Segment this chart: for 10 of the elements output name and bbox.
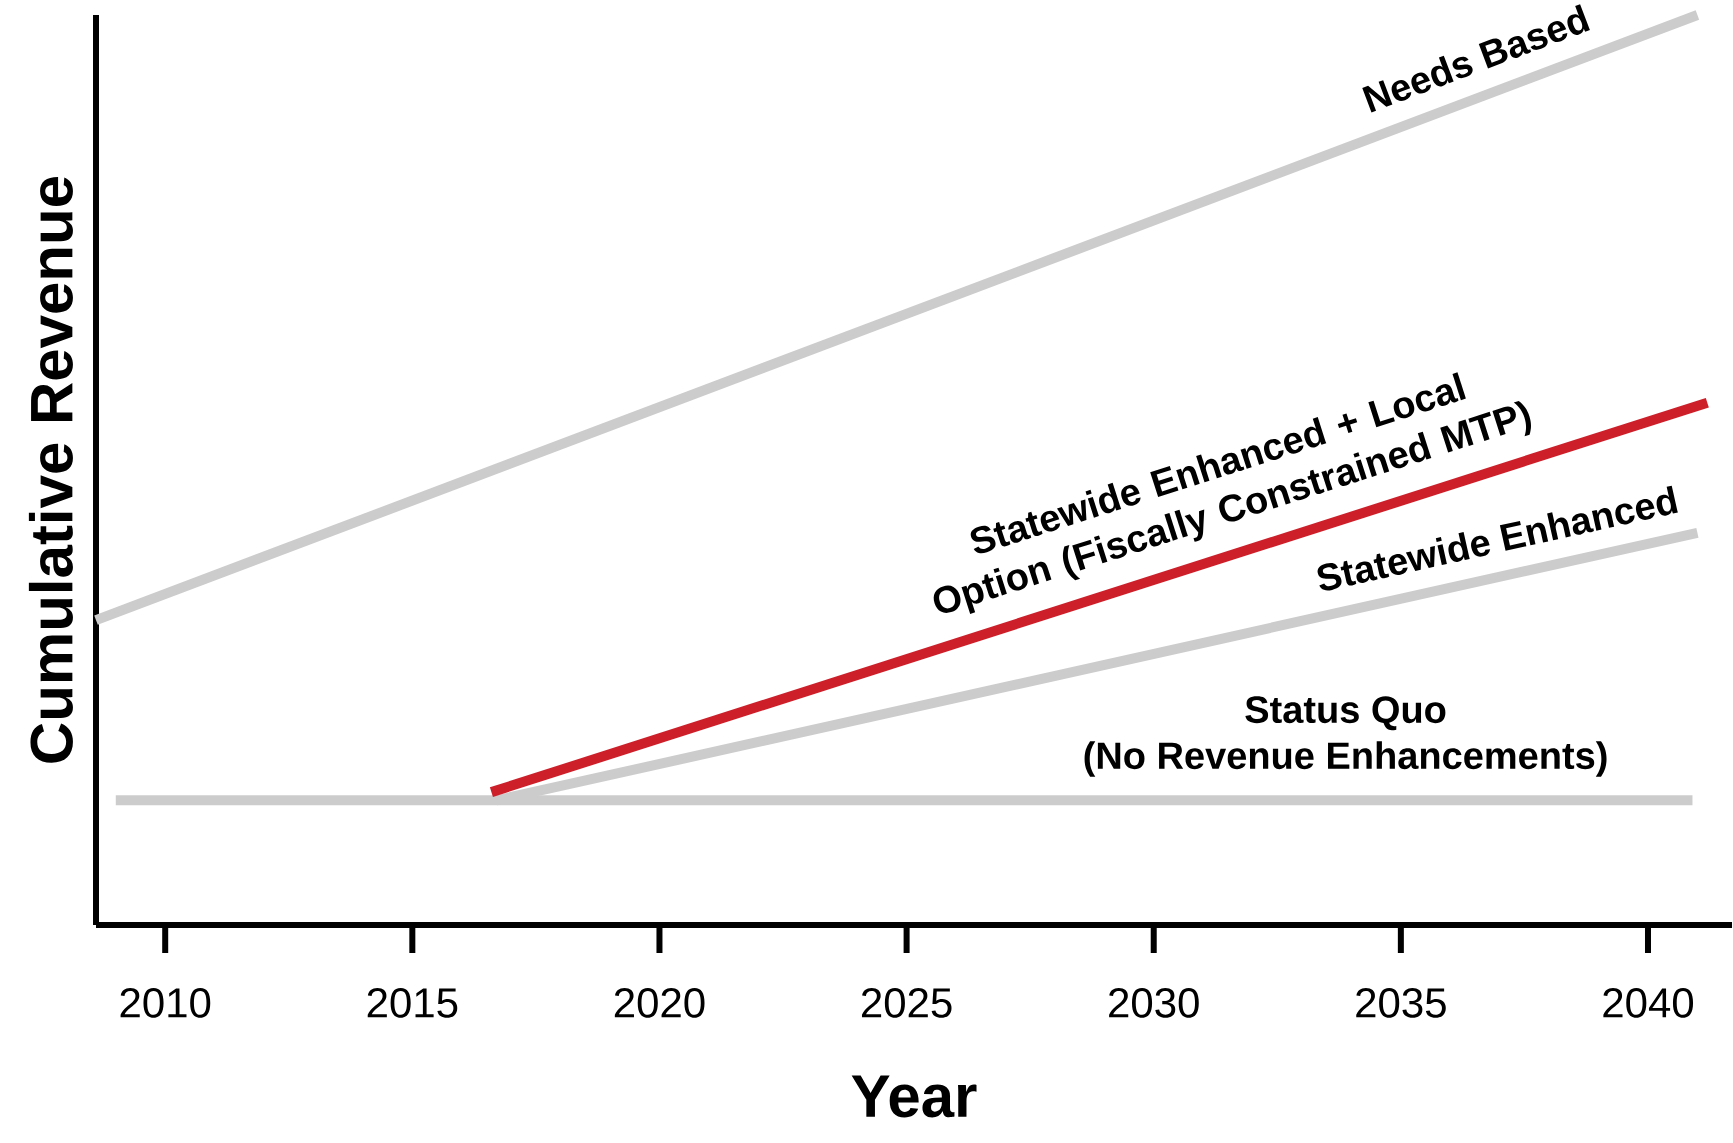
x-tick-label: 2020 bbox=[614, 988, 705, 1018]
x-tick-label: 2035 bbox=[1356, 988, 1446, 1018]
x-tick-label: 2030 bbox=[1109, 988, 1199, 1018]
x-tick-label: 2025 bbox=[861, 988, 952, 1018]
x-tick-label: 2015 bbox=[367, 988, 458, 1018]
series-label: Status Quo (No Revenue Enhancements) bbox=[1084, 696, 1607, 777]
y-axis-title: Cumulative Revenue bbox=[28, 177, 73, 763]
x-tick-label: 2010 bbox=[120, 988, 211, 1018]
x-tick-label: 2040 bbox=[1603, 988, 1694, 1018]
x-axis-title: Year bbox=[851, 1075, 977, 1118]
